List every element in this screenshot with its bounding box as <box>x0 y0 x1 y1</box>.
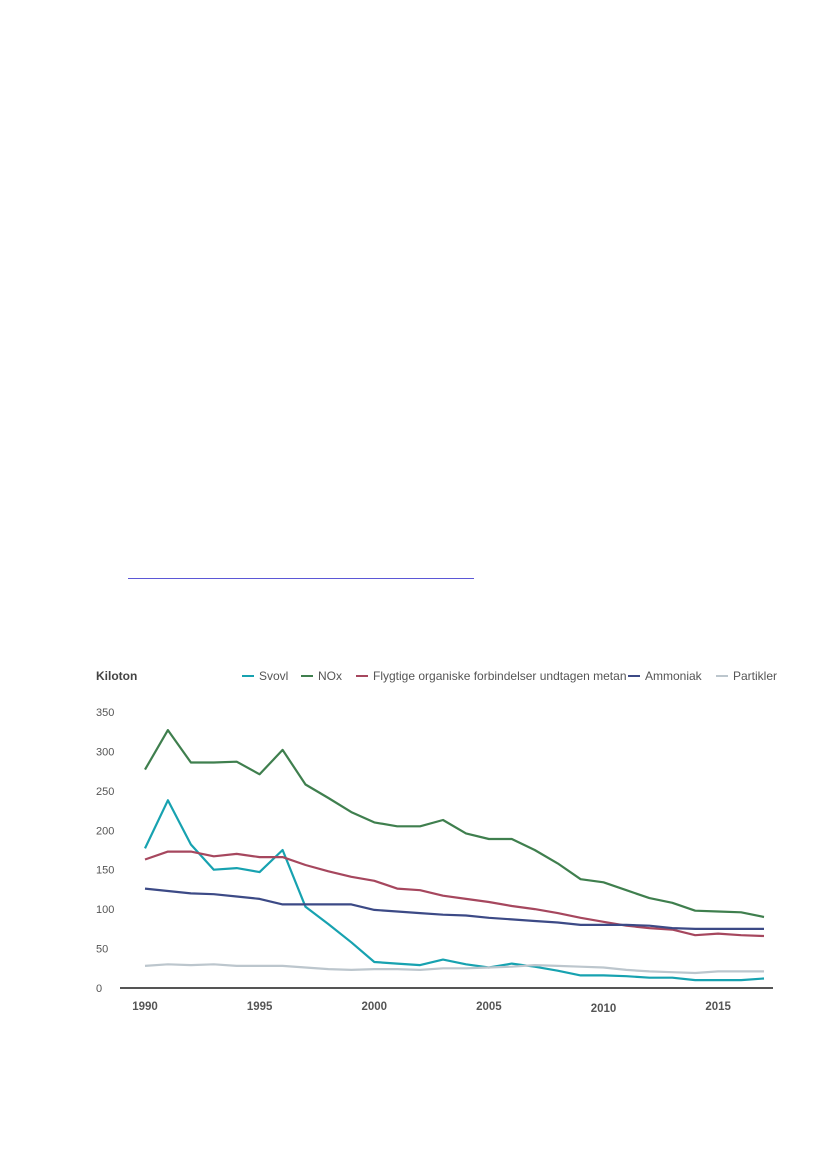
series-line-svovl <box>144 799 765 982</box>
y-tick-label: 50 <box>96 944 108 956</box>
y-tick-label: 350 <box>96 707 114 719</box>
section-divider-line <box>128 578 474 579</box>
y-tick-label: 200 <box>96 825 114 837</box>
series-line-flygtige <box>144 850 765 938</box>
x-tick-label: 1990 <box>132 1001 158 1013</box>
y-tick-label: 150 <box>96 865 114 877</box>
x-tick-label: 2015 <box>705 1001 731 1013</box>
y-tick-label: 250 <box>96 786 114 798</box>
y-tick-label: 300 <box>96 746 114 758</box>
x-axis: 1990 1995 2000 2005 2010 2015 <box>132 1001 731 1015</box>
y-axis: 0 50 100 150 200 250 300 350 <box>96 707 114 995</box>
series-line-partikler <box>144 963 764 975</box>
legend-label: Partikler <box>733 669 777 683</box>
series-lines <box>144 729 765 982</box>
legend-label: NOx <box>318 669 342 683</box>
x-tick-label: 1995 <box>247 1001 273 1013</box>
x-tick-label: 2000 <box>361 1001 387 1013</box>
y-tick-label: 100 <box>96 904 114 916</box>
y-tick-label: 0 <box>96 983 102 995</box>
x-tick-label: 2005 <box>476 1001 502 1013</box>
series-line-nox <box>144 729 765 919</box>
chart-legend: Svovl NOx Flygtige organiske forbindelser … <box>242 669 777 683</box>
series-line-ammoniak <box>144 887 764 930</box>
y-unit-label: Kiloton <box>96 669 137 683</box>
legend-label: Ammoniak <box>645 669 703 683</box>
legend-label: Svovl <box>259 669 288 683</box>
emissions-line-chart: Kiloton Svovl NOx Flygtige organiske forbi… <box>96 669 777 1015</box>
legend-label: Flygtige organiske forbindelser undtagen… <box>373 669 627 683</box>
x-tick-label: 2010 <box>591 1003 617 1015</box>
